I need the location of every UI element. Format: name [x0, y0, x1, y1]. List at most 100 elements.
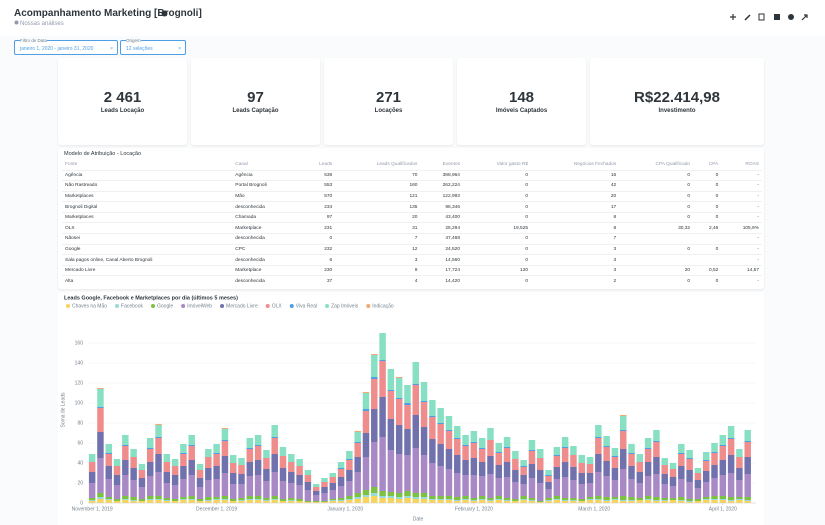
bar-segment: [686, 458, 693, 459]
legend-swatch: [289, 304, 294, 308]
bar-segment: [362, 457, 370, 490]
bar-segment: [561, 500, 569, 501]
bar-segment: [337, 469, 345, 477]
table-cell: 3: [335, 254, 421, 266]
bar-segment: [412, 499, 420, 503]
bar-segment: [595, 500, 602, 503]
table-cell: 234: [300, 201, 336, 213]
bar-segment: [561, 498, 569, 500]
bar-segment: [321, 501, 328, 502]
bar-segment: [312, 502, 320, 503]
bar-segment: [288, 472, 295, 483]
bar-segment: [321, 487, 328, 493]
bar-segment: [279, 447, 287, 456]
bar-segment: [404, 498, 411, 503]
bar-segment: [445, 496, 453, 499]
bar-segment: [711, 499, 718, 500]
bar-segment: [271, 500, 278, 503]
bar-segment: [254, 496, 262, 499]
bar-segment: [180, 497, 187, 499]
bar-segment: [586, 497, 594, 499]
bar-segment: [545, 476, 552, 482]
bar-segment: [429, 439, 436, 463]
bar-segment: [736, 499, 743, 500]
bar-segment: [379, 491, 386, 496]
x-tick-label: February 1, 2020: [455, 506, 493, 512]
bar-segment: [346, 481, 353, 496]
bar-segment: [213, 497, 220, 499]
table-cell: 0: [462, 169, 532, 181]
bar-segment: [97, 432, 104, 458]
table-cell: 0,52: [693, 264, 722, 276]
bar-segment: [744, 474, 751, 497]
bar-segment: [171, 501, 179, 503]
bar-segment: [263, 450, 270, 458]
bar-segment: [744, 501, 751, 503]
bar-segment: [495, 453, 502, 465]
bar-segment: [404, 385, 411, 403]
bar-segment: [271, 438, 278, 454]
filter[interactable]: Filtro de Data janeiro 1, 2020 - janeiro …: [14, 38, 118, 55]
bar-segment: [196, 499, 204, 501]
column-header: ROAS: [745, 162, 759, 168]
bar-segment: [263, 498, 270, 500]
bar-segment: [221, 473, 229, 496]
table-cell: 24,520: [420, 243, 463, 255]
bar-segment: [636, 500, 644, 503]
bar-segment: [495, 478, 502, 496]
bar-segment: [528, 451, 536, 464]
bar-segment: [362, 409, 370, 411]
bar-segment: [138, 487, 146, 499]
table-cell: 0: [462, 275, 532, 287]
bar-segment: [603, 446, 610, 447]
bar-segment: [246, 448, 254, 449]
toolbar[interactable]: [728, 12, 818, 22]
bar-segment: [412, 497, 420, 499]
bar-segment: [628, 479, 635, 497]
bar-segment: [528, 464, 536, 478]
filter-clear[interactable]: ×: [110, 46, 113, 52]
bar-segment: [437, 500, 444, 503]
bar-segment: [205, 497, 212, 500]
bar-segment: [412, 362, 420, 384]
bar-segment: [644, 462, 652, 476]
table-cell: 8: [531, 222, 620, 234]
bar-segment: [470, 475, 478, 498]
filter[interactable]: Origem 12 seleções ×: [120, 38, 186, 55]
bar-segment: [271, 425, 278, 437]
bar-segment: [537, 449, 544, 458]
bar-segment: [122, 496, 129, 499]
bar-segment: [221, 499, 229, 500]
table-cell: 0: [462, 190, 532, 202]
bar-segment: [371, 379, 378, 409]
bar-segment: [736, 500, 743, 503]
bar-segment: [354, 442, 361, 443]
bar-segment: [395, 425, 403, 454]
info-icon[interactable]: [161, 10, 168, 17]
bar-segment: [611, 468, 619, 480]
bar-segment: [254, 500, 262, 503]
filter-clear[interactable]: ×: [178, 46, 181, 52]
bar-segment: [661, 484, 668, 498]
bar-segment: [553, 499, 561, 500]
bar-segment: [180, 453, 187, 454]
bar-segment: [553, 500, 561, 503]
bar-segment: [387, 391, 395, 419]
bar-segment: [578, 501, 585, 503]
table-cell: 19,525: [462, 222, 532, 234]
bar-segment: [686, 450, 693, 458]
table-row: Mercado Livre Marketplace 230 9 17,724 120 3 20…: [62, 264, 762, 276]
bar-segment: [669, 477, 677, 486]
bar-segment: [146, 499, 154, 500]
table-cell: 232: [300, 243, 336, 255]
table-cell: [619, 233, 694, 245]
bar-segment: [362, 393, 370, 409]
bar-segment: [744, 497, 751, 500]
bar-segment: [454, 497, 461, 500]
bar-segment: [113, 485, 121, 499]
bar-segment: [238, 498, 245, 500]
bar-segment: [238, 500, 245, 501]
table-cell: 20: [335, 211, 421, 223]
bar-segment: [379, 361, 386, 397]
